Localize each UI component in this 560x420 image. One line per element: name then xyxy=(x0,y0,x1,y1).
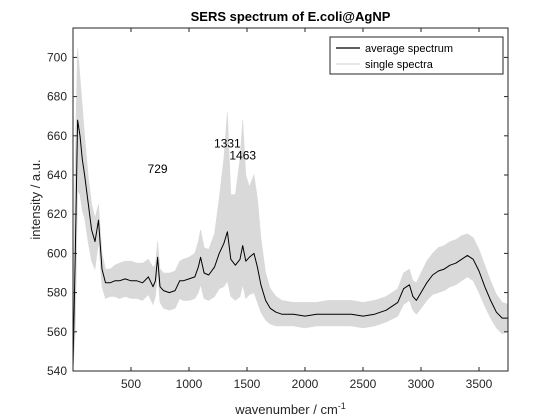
x-axis-title-text: wavenumber / cm xyxy=(234,402,338,417)
y-tick-label: 660 xyxy=(47,129,67,143)
y-tick-label: 620 xyxy=(47,207,67,221)
y-axis-title: intensity / a.u. xyxy=(28,159,43,239)
peak-label: 1463 xyxy=(229,148,256,162)
chart-title: SERS spectrum of E.coli@AgNP xyxy=(191,9,391,24)
x-axis: 500 1000 1500 2000 2500 3000 3500 xyxy=(121,28,493,391)
average-spectrum-layer xyxy=(72,119,508,368)
y-tick-label: 540 xyxy=(47,364,67,378)
y-tick-label: 700 xyxy=(47,50,67,64)
x-tick-label: 500 xyxy=(121,377,141,391)
average-spectrum-line xyxy=(72,119,508,368)
x-axis-title-superscript: -1 xyxy=(338,401,346,411)
x-tick-label: 1000 xyxy=(176,377,203,391)
y-tick-label: 560 xyxy=(47,325,67,339)
x-axis-title: wavenumber / cm-1 xyxy=(234,401,346,417)
x-tick-label: 3000 xyxy=(408,377,435,391)
peak-label: 729 xyxy=(148,162,168,176)
y-tick-label: 600 xyxy=(47,246,67,260)
y-tick-label: 640 xyxy=(47,168,67,182)
y-tick-label: 580 xyxy=(47,286,67,300)
y-tick-label: 680 xyxy=(47,90,67,104)
y-axis: 540 560 580 600 620 640 660 680 700 xyxy=(47,50,508,378)
x-tick-label: 2500 xyxy=(350,377,377,391)
legend: average spectrum single spectra xyxy=(329,36,504,75)
legend-label-single-spectra: single spectra xyxy=(365,59,434,71)
x-tick-label: 1500 xyxy=(234,377,261,391)
legend-box xyxy=(329,36,504,75)
legend-label-average-spectrum: average spectrum xyxy=(365,43,453,55)
x-tick-label: 2000 xyxy=(292,377,319,391)
x-tick-label: 3500 xyxy=(466,377,493,391)
plot-frame xyxy=(72,27,509,372)
peak-label: 1331 xyxy=(214,137,241,151)
